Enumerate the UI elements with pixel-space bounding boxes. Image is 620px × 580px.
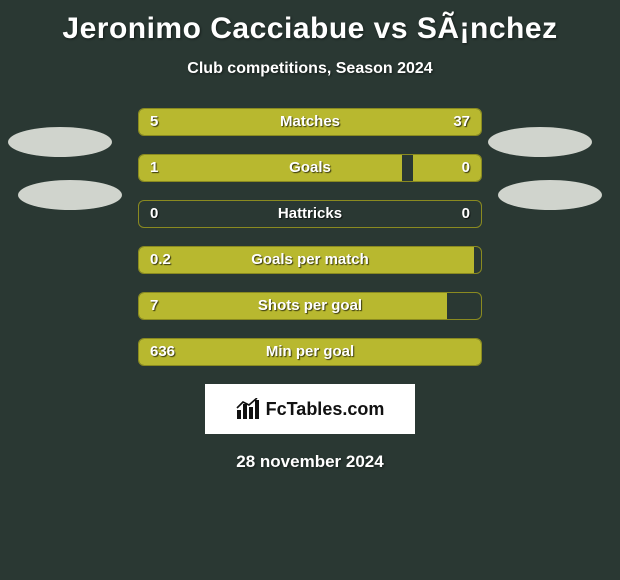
player-oval — [8, 127, 112, 157]
stat-label: Goals — [138, 154, 482, 182]
bar-chart-icon — [236, 398, 260, 420]
stat-row: 636Min per goal — [0, 338, 620, 366]
player-oval — [498, 180, 602, 210]
player-oval — [18, 180, 122, 210]
snapshot-date: 28 november 2024 — [0, 452, 620, 472]
comparison-subtitle: Club competitions, Season 2024 — [0, 60, 620, 78]
stat-row: 7Shots per goal — [0, 292, 620, 320]
comparison-title: Jeronimo Cacciabue vs SÃ¡nchez — [0, 0, 620, 46]
stat-label: Goals per match — [138, 246, 482, 274]
logo-text: FcTables.com — [266, 399, 385, 420]
stat-label: Hattricks — [138, 200, 482, 228]
fctables-logo[interactable]: FcTables.com — [205, 384, 415, 434]
player-oval — [488, 127, 592, 157]
stat-label: Min per goal — [138, 338, 482, 366]
stat-row: 0.2Goals per match — [0, 246, 620, 274]
stat-label: Shots per goal — [138, 292, 482, 320]
stat-label: Matches — [138, 108, 482, 136]
stat-row: 10Goals — [0, 154, 620, 182]
